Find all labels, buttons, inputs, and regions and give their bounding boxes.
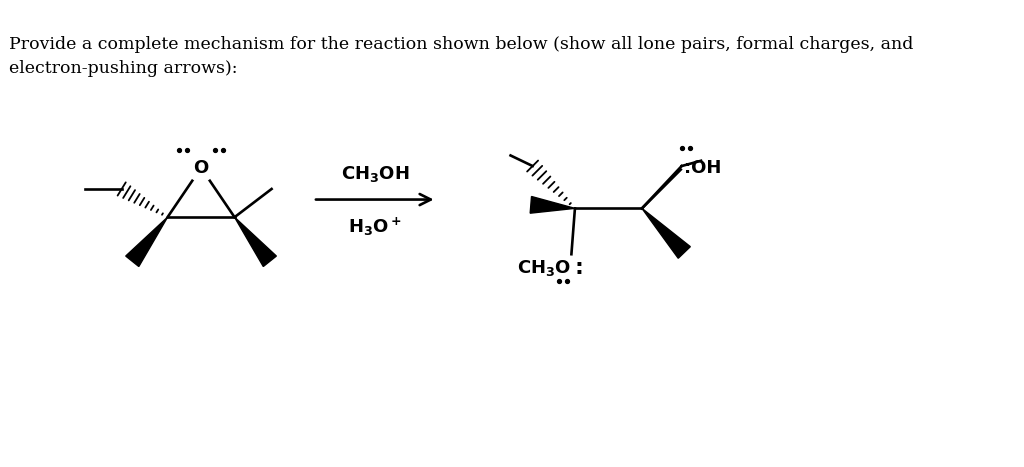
Polygon shape (530, 197, 574, 213)
Text: Provide a complete mechanism for the reaction shown below (show all lone pairs, : Provide a complete mechanism for the rea… (9, 36, 913, 53)
Text: O: O (194, 159, 209, 177)
Polygon shape (642, 208, 690, 258)
Polygon shape (234, 217, 276, 267)
Polygon shape (126, 217, 168, 267)
Text: $\mathbf{H_3O^+}$: $\mathbf{H_3O^+}$ (348, 215, 401, 238)
Text: electron-pushing arrows):: electron-pushing arrows): (9, 60, 238, 77)
Text: $\mathbf{CH_3OH}$: $\mathbf{CH_3OH}$ (341, 163, 409, 184)
Text: :: : (574, 258, 584, 278)
Text: $\mathbf{CH_3O}$: $\mathbf{CH_3O}$ (517, 258, 571, 278)
Circle shape (187, 154, 215, 182)
Text: :OH: :OH (684, 159, 722, 177)
